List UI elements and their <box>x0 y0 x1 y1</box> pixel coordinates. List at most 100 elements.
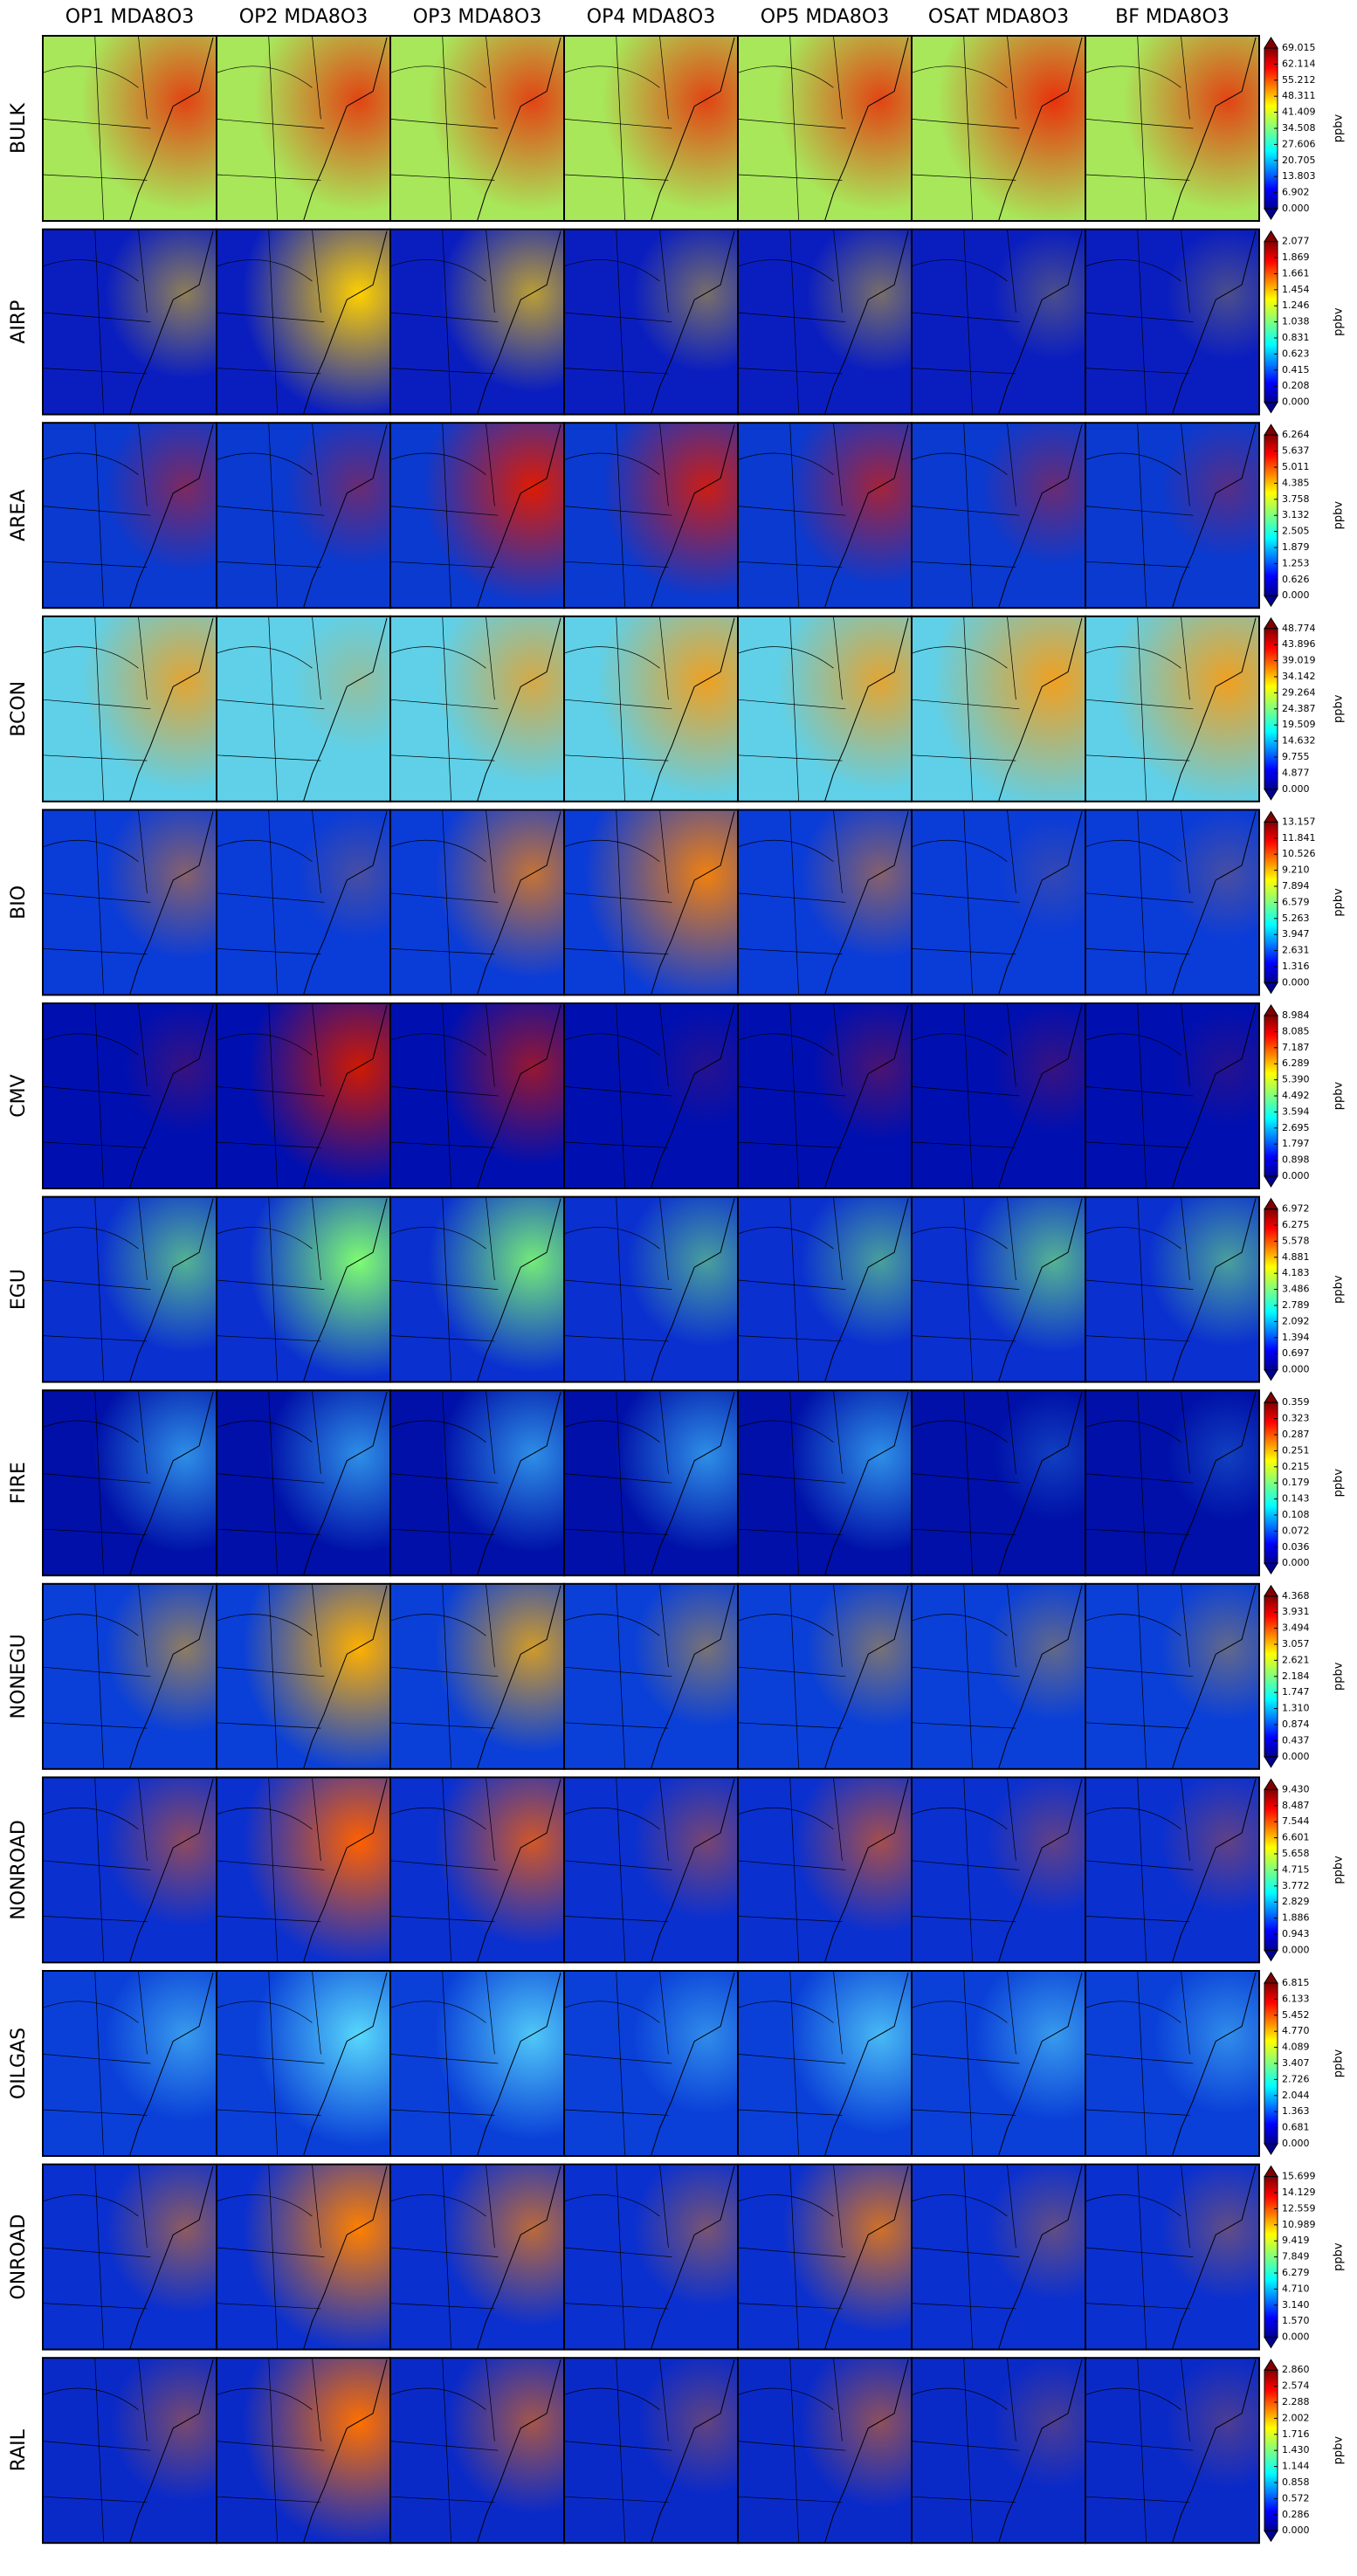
colorbar-tick-label: 4.183 <box>1282 1267 1310 1278</box>
coastline <box>129 1004 214 1189</box>
colorbar-tick-label: 5.637 <box>1282 445 1310 457</box>
panel-row: RAIL 2.860 2.574 2.288 2.002 1.716 1.430 1.144 0… <box>8 2357 1346 2545</box>
colorbar-tick-label: 6.579 <box>1282 896 1310 907</box>
state-borders <box>563 1583 672 1769</box>
coastline <box>477 1585 561 1769</box>
colorbar-tick-label: 0.000 <box>1282 1557 1310 1568</box>
coastline <box>1172 1779 1257 1963</box>
colorbar-tick-label: 3.494 <box>1282 1622 1310 1634</box>
map-field <box>217 809 390 995</box>
row-label: CMV <box>8 1074 30 1117</box>
colorbar-tick-label: 34.508 <box>1282 122 1316 134</box>
colorbar-tick-label: 6.289 <box>1282 1057 1310 1069</box>
coastline <box>651 1779 735 1963</box>
coastline <box>998 811 1083 995</box>
state-borders <box>1085 35 1194 222</box>
coastline <box>1172 1392 1257 1576</box>
colorbar-tick-label: 8.487 <box>1282 1800 1310 1811</box>
map-field <box>1085 423 1259 609</box>
map-field <box>43 36 217 221</box>
coastline <box>998 1585 1083 1769</box>
state-borders <box>42 35 151 222</box>
colorbar-extend-bottom <box>1264 1369 1278 1381</box>
colorbar-extend-bottom <box>1264 2530 1278 2543</box>
map-field <box>217 1583 390 1769</box>
panel-row: BULK 69.015 62.114 55.212 48.311 41.409 34.508… <box>8 35 1346 222</box>
state-borders <box>737 229 846 415</box>
map-field <box>390 2164 564 2350</box>
state-borders <box>563 1196 672 1382</box>
colorbar-extend-bottom <box>1264 1175 1278 1188</box>
colorbar-tick-label: 9.210 <box>1282 864 1310 876</box>
state-borders <box>911 1390 1020 1576</box>
map-field <box>43 2358 217 2544</box>
colorbar-tick-label: 14.129 <box>1282 2187 1316 2198</box>
colorbar-tick-label: 12.559 <box>1282 2202 1316 2214</box>
state-borders <box>563 2358 672 2544</box>
colorbar-tick-label: 2.621 <box>1282 1654 1310 1665</box>
colorbar-tick-label: 4.877 <box>1282 767 1310 778</box>
colorbar-tick-label: 0.437 <box>1282 1734 1310 1746</box>
map-field <box>217 2358 390 2544</box>
state-borders <box>216 1777 325 1963</box>
coastline <box>477 231 561 415</box>
colorbar-tick-label: 9.430 <box>1282 1783 1310 1794</box>
coastline <box>303 1198 388 1382</box>
map-field <box>738 1390 912 1576</box>
state-borders <box>42 2358 151 2544</box>
coastline <box>1172 2359 1257 2544</box>
map-field <box>1085 2358 1259 2544</box>
colorbar-tick-label: 4.368 <box>1282 1590 1310 1601</box>
map-field <box>564 809 738 995</box>
column-title: OP5 MDA8O3 <box>761 6 889 28</box>
map-field <box>912 1390 1085 1576</box>
map-frame <box>1085 1002 1260 1189</box>
coastline <box>651 1585 735 1769</box>
coastline <box>477 1004 561 1189</box>
map-field <box>390 1971 564 2156</box>
column-title: OSAT MDA8O3 <box>928 6 1069 28</box>
coastline <box>477 424 561 609</box>
colorbar-tick-label: 6.133 <box>1282 1993 1310 2004</box>
colorbar-tick-label: 3.140 <box>1282 2299 1310 2311</box>
map-field <box>738 2164 912 2350</box>
map-field <box>1085 1583 1259 1769</box>
column-title: OP1 MDA8O3 <box>65 6 194 28</box>
map-field <box>564 229 738 415</box>
coastline <box>824 1972 909 2157</box>
map-field <box>217 1003 390 1188</box>
colorbar-extend-bottom <box>1264 789 1278 801</box>
coastline <box>477 2359 561 2544</box>
map-field <box>738 616 912 802</box>
colorbar-tick-label: 10.989 <box>1282 2219 1316 2230</box>
state-borders <box>563 35 672 222</box>
colorbar-tick-label: 13.803 <box>1282 170 1316 182</box>
state-borders <box>563 1390 672 1576</box>
colorbar-tick-label: 1.879 <box>1282 541 1310 553</box>
coastline <box>824 1585 909 1769</box>
coastline <box>477 1972 561 2157</box>
map-field <box>564 1003 738 1188</box>
colorbar-tick-label: 3.758 <box>1282 493 1310 505</box>
coastline <box>824 1004 909 1189</box>
map-field <box>43 1196 217 1382</box>
coastline <box>477 811 561 995</box>
state-borders <box>216 809 325 995</box>
colorbar-tick-label: 0.143 <box>1282 1493 1310 1505</box>
colorbar-tick-label: 1.363 <box>1282 2105 1310 2117</box>
map-field <box>43 1971 217 2156</box>
colorbar-tick-label: 2.726 <box>1282 2073 1310 2084</box>
state-borders <box>42 1002 151 1189</box>
map-field <box>390 1003 564 1188</box>
colorbar-tick-label: 0.000 <box>1282 783 1310 795</box>
state-borders <box>389 809 499 995</box>
coastline <box>998 2359 1083 2544</box>
colorbar-tick-label: 69.015 <box>1282 42 1316 53</box>
state-borders <box>737 1970 846 2157</box>
colorbar-tick-label: 8.085 <box>1282 1025 1310 1037</box>
colorbar-tick-label: 7.849 <box>1282 2251 1310 2263</box>
coastline <box>303 1392 388 1576</box>
map-field <box>43 423 217 609</box>
map-field <box>390 616 564 802</box>
colorbar-tick-label: 5.452 <box>1282 2009 1310 2021</box>
